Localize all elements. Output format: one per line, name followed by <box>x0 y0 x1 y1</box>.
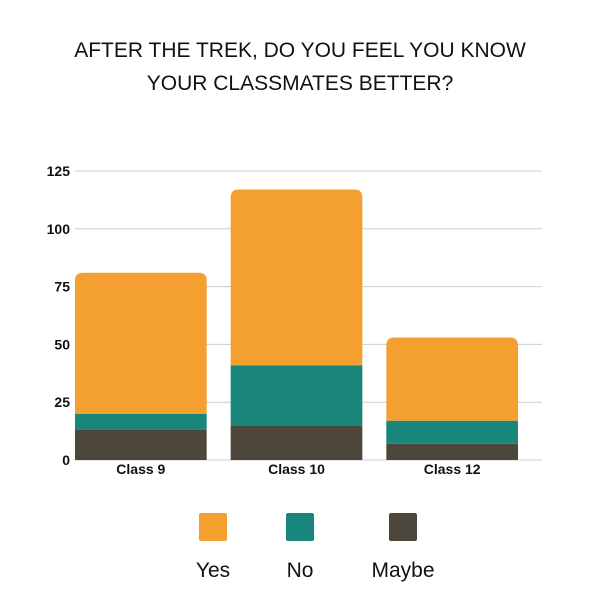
bar-class-10-maybe <box>230 425 363 460</box>
y-tick-label: 25 <box>54 394 70 410</box>
x-tick-label: Class 10 <box>268 461 325 477</box>
x-axis-tick-labels: Class 9 Class 10 Class 12 <box>116 461 480 477</box>
stacked-bar-chart: 0 25 50 75 100 125 Class 9 Class 10 Class 12 <box>47 163 542 477</box>
legend-item-yes: Yes <box>153 513 273 583</box>
bar-class-9-maybe <box>75 429 207 460</box>
y-axis-tick-labels: 0 25 50 75 100 125 <box>47 163 71 468</box>
legend-label-no: No <box>286 559 314 582</box>
chart-title-line-1: AFTER THE TREK, DO YOU FEEL YOU KNOW <box>74 39 526 62</box>
bar-class-10-no <box>230 365 363 426</box>
x-tick-label: Class 9 <box>116 461 165 477</box>
legend-swatch-no <box>286 513 314 541</box>
bar-class-10-yes <box>230 189 363 366</box>
legend-item-no: No <box>240 513 360 583</box>
bars <box>75 189 518 460</box>
legend-swatch-maybe <box>389 513 417 541</box>
bar-class-12-yes <box>386 337 518 421</box>
y-tick-label: 75 <box>54 279 70 295</box>
bar-class-9-no <box>75 413 207 430</box>
bar-class-9-yes <box>75 272 207 414</box>
x-tick-label: Class 12 <box>424 461 481 477</box>
bar-class-12-maybe <box>386 443 518 460</box>
bar-class-12-no <box>386 420 518 444</box>
legend-item-maybe: Maybe <box>343 513 463 583</box>
y-tick-label: 0 <box>62 452 70 468</box>
chart-title: AFTER THE TREK, DO YOU FEEL YOU KNOW YOU… <box>0 34 600 100</box>
y-tick-label: 50 <box>54 336 70 352</box>
chart-title-line-2: YOUR CLASSMATES BETTER? <box>146 72 454 95</box>
y-tick-label: 125 <box>47 163 71 179</box>
legend-swatch-yes <box>199 513 227 541</box>
legend-label-yes: Yes <box>195 559 231 582</box>
y-tick-label: 100 <box>47 221 71 237</box>
legend-label-maybe: Maybe <box>371 559 435 582</box>
